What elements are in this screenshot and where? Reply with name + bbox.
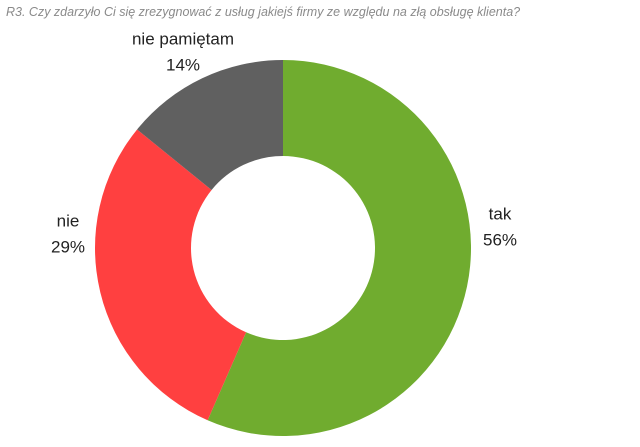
donut-slice bbox=[137, 60, 283, 190]
chart-title: R3. Czy zdarzyło Ci się zrezygnować z us… bbox=[6, 5, 520, 19]
slice-value-label: 29% bbox=[51, 237, 85, 256]
slice-value-label: 56% bbox=[483, 230, 517, 249]
donut-slice bbox=[207, 60, 471, 436]
donut-slice bbox=[95, 129, 247, 421]
slice-label: nie bbox=[57, 211, 80, 230]
slice-value-label: 14% bbox=[166, 55, 200, 74]
slice-label: tak bbox=[489, 204, 512, 223]
slice-label: nie pamiętam bbox=[132, 29, 234, 48]
